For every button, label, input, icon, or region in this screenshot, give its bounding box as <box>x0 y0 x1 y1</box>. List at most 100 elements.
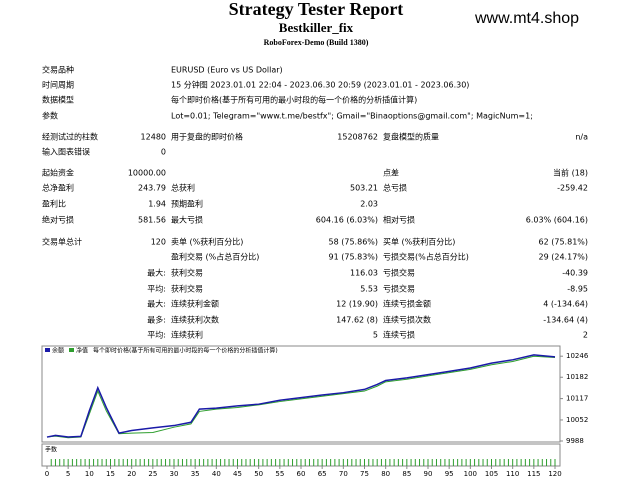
cell: 用于复盘的即时价格 <box>171 132 243 142</box>
cell: 亏损交易 <box>383 268 415 278</box>
cell: 10000.00 <box>128 169 166 178</box>
cell: 最大: <box>147 268 166 278</box>
cell: 买单 (%获利百分比) <box>383 237 455 247</box>
cell: 0 <box>161 148 166 157</box>
cell: 4 (-134.64) <box>543 300 588 309</box>
legend-swatch <box>45 348 50 352</box>
cell: 数据模型 <box>42 95 74 105</box>
cell: -8.95 <box>567 285 588 294</box>
x-tick-label: 110 <box>506 470 519 478</box>
lots-label: 手数 <box>45 446 57 454</box>
y-tick-label: 9988 <box>566 437 584 445</box>
cell: 起始资金 <box>42 168 74 178</box>
x-tick-label: 35 <box>191 470 200 478</box>
cell: 604.16 (6.03%) <box>316 216 378 225</box>
cell: n/a <box>575 133 588 142</box>
cell: 卖单 (%获利百分比) <box>171 237 243 247</box>
x-tick-label: 25 <box>148 470 157 478</box>
cell: 盈利交易 (%占总百分比) <box>171 252 259 262</box>
x-tick-label: 115 <box>527 470 540 478</box>
cell: 1.94 <box>148 200 166 209</box>
cell: 绝对亏损 <box>42 215 74 225</box>
cell: 120 <box>151 238 166 247</box>
watermark: www.mt4.shop <box>474 10 579 27</box>
cell: 连续亏损金额 <box>383 299 431 309</box>
x-tick-label: 65 <box>318 470 327 478</box>
x-tick-label: 45 <box>233 470 242 478</box>
x-tick-label: 100 <box>464 470 477 478</box>
x-tick-label: 5 <box>66 470 70 478</box>
cell: 连续亏损次数 <box>383 315 431 325</box>
cell: 经测试过的柱数 <box>42 132 98 142</box>
cell: 连续获利金额 <box>171 299 219 309</box>
y-tick-label: 10182 <box>566 373 588 381</box>
cell: 91 (75.83%) <box>329 253 378 262</box>
cell: 获利交易 <box>171 284 203 294</box>
y-tick-label: 10052 <box>566 416 588 424</box>
cell: 243.79 <box>138 184 166 193</box>
cell: 最大亏损 <box>171 215 203 225</box>
cell: 29 (24.17%) <box>539 253 588 262</box>
cell: 输入图表错误 <box>42 147 90 157</box>
cell: 盈利比 <box>42 199 66 209</box>
cell: -134.64 (4) <box>543 316 588 325</box>
cell: 复盘模型的质量 <box>383 132 439 142</box>
cell: 147.62 (8) <box>336 316 378 325</box>
cell: 平均: <box>147 284 166 294</box>
cell: 交易单总计 <box>42 237 82 247</box>
cell: 15208762 <box>337 133 378 142</box>
cell: 最大: <box>147 299 166 309</box>
x-tick-label: 50 <box>254 470 263 478</box>
cell: 总获利 <box>171 183 195 193</box>
x-tick-label: 105 <box>485 470 498 478</box>
title: Strategy Tester Report <box>229 0 404 19</box>
cell: 当前 (18) <box>553 168 588 178</box>
legend-label: 余额 <box>52 347 64 355</box>
x-tick-label: 0 <box>45 470 49 478</box>
cell: 时间周期 <box>42 80 74 90</box>
chart-subtitle: 每个即时价格(基于所有可用的最小时段的每一个价格的分析插值计算) <box>93 347 278 355</box>
cell: 58 (75.86%) <box>329 238 378 247</box>
server: RoboForex-Demo (Build 1380) <box>264 38 369 47</box>
x-tick-label: 20 <box>127 470 136 478</box>
cell: 连续亏损 <box>383 330 415 340</box>
cell: 5.53 <box>360 285 378 294</box>
x-tick-label: 40 <box>212 470 221 478</box>
cell: -259.42 <box>557 184 588 193</box>
cell: 相对亏损 <box>383 215 415 225</box>
x-tick-label: 60 <box>297 470 306 478</box>
cell: 12 (19.90) <box>336 300 378 309</box>
legend-swatch <box>69 348 74 352</box>
cell: 最多: <box>147 315 166 325</box>
x-tick-label: 55 <box>275 470 284 478</box>
cell: 预期盈利 <box>171 199 203 209</box>
cell: 亏损交易 <box>383 284 415 294</box>
x-tick-label: 90 <box>424 470 433 478</box>
cell: 62 (75.81%) <box>539 238 588 247</box>
x-tick-label: 95 <box>445 470 454 478</box>
x-tick-label: 75 <box>360 470 369 478</box>
cell: -40.39 <box>562 269 588 278</box>
cell: Lot=0.01; Telegram="www.t.me/bestfx"; Gm… <box>171 112 533 121</box>
x-tick-label: 30 <box>170 470 179 478</box>
y-tick-label: 10117 <box>566 395 588 403</box>
legend-label: 净值 <box>76 347 88 355</box>
x-tick-label: 15 <box>106 470 115 478</box>
cell: EURUSD (Euro vs US Dollar) <box>171 66 283 75</box>
cell: 交易品种 <box>42 65 74 75</box>
y-tick-label: 10246 <box>566 352 589 360</box>
cell: 581.56 <box>138 216 166 225</box>
cell: 连续获利次数 <box>171 315 219 325</box>
cell: 总亏损 <box>383 183 407 193</box>
subtitle: Bestkiller_fix <box>279 20 354 35</box>
series-line <box>46 354 556 438</box>
x-tick-label: 80 <box>381 470 390 478</box>
cell: 15 分钟图 2023.01.01 22:04 - 2023.06.30 20:… <box>171 80 469 90</box>
cell: 2 <box>583 331 588 340</box>
cell: 5 <box>373 331 378 340</box>
cell: 6.03% (604.16) <box>526 216 588 225</box>
cell: 连续获利 <box>171 330 203 340</box>
cell: 获利交易 <box>171 268 203 278</box>
cell: 平均: <box>147 330 166 340</box>
